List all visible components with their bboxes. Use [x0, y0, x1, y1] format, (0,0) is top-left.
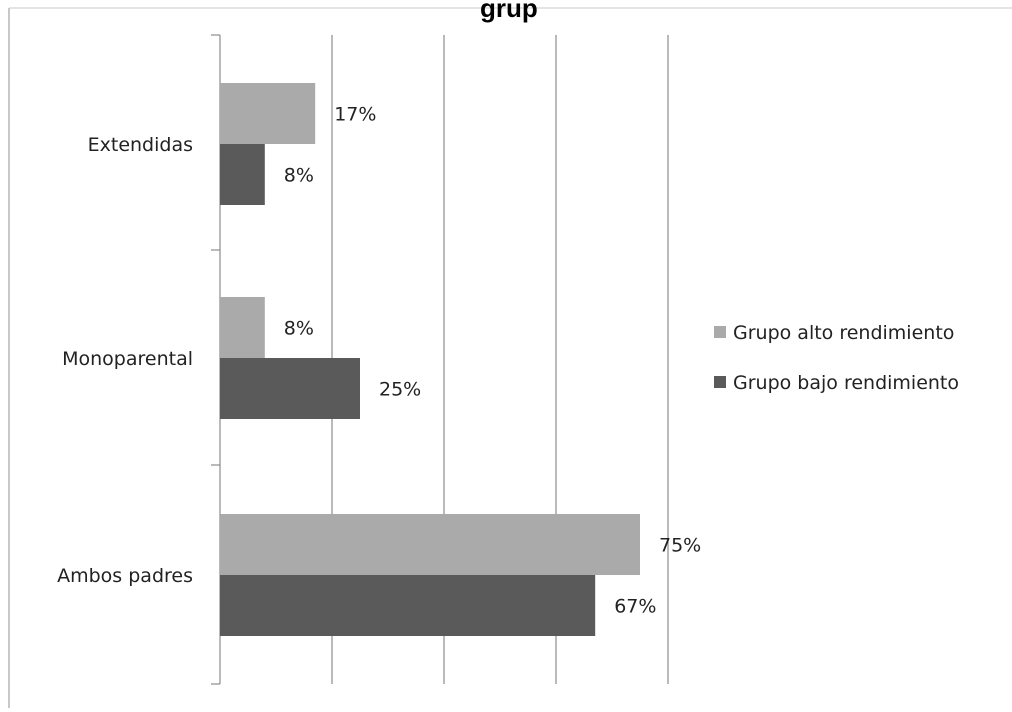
category-label: Extendidas: [88, 134, 193, 156]
legend: Grupo alto rendimiento Grupo bajo rendimi…: [714, 322, 959, 394]
legend-label: Grupo alto rendimiento: [733, 322, 954, 344]
bar: [220, 83, 316, 144]
data-label: 25%: [379, 379, 421, 401]
bar: [220, 358, 360, 419]
category-label: Monoparental: [62, 348, 193, 370]
data-label: 8%: [284, 165, 314, 187]
data-label: 8%: [284, 318, 314, 340]
bar: [220, 297, 265, 358]
data-label: 75%: [659, 535, 701, 557]
legend-label: Grupo bajo rendimiento: [733, 372, 959, 394]
bar: [220, 514, 640, 575]
legend-swatch: [714, 326, 726, 338]
category-label: Ambos padres: [57, 565, 193, 587]
data-label: 67%: [614, 596, 656, 618]
data-label: 17%: [334, 104, 376, 126]
legend-swatch: [714, 376, 726, 388]
chart-title: grup: [480, 0, 538, 23]
axis-layer: [211, 34, 221, 685]
bar: [220, 575, 596, 636]
bar: [220, 144, 265, 205]
labels-layer: Extendidas Monoparental Ambos padres 17% 8% 7…: [57, 104, 701, 618]
bars-layer: [220, 83, 640, 636]
